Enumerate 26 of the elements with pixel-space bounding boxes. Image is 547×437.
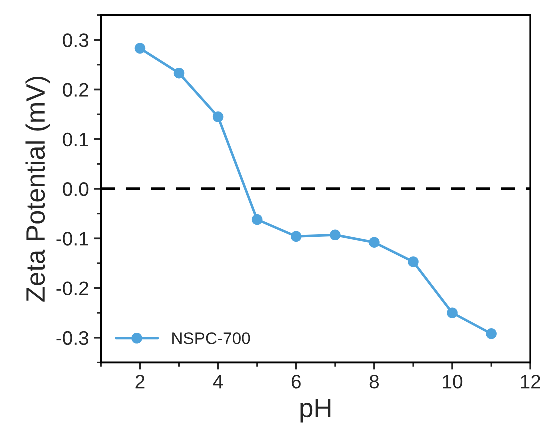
y-tick-label: -0.3 <box>56 331 89 346</box>
point <box>252 214 263 226</box>
x-tick-label: 6 <box>292 375 301 389</box>
point <box>369 237 380 248</box>
point <box>408 256 419 268</box>
x-tick-label: 2 <box>136 375 145 389</box>
x-tick-label: 8 <box>370 375 380 389</box>
point <box>134 43 146 54</box>
point <box>486 328 497 340</box>
point <box>212 112 224 122</box>
point <box>447 308 458 318</box>
x-tick-label: 10 <box>443 375 463 389</box>
y-tick-label: 0.0 <box>63 182 89 196</box>
y-tick-label: 0.3 <box>63 34 89 48</box>
y-tick-label: -0.2 <box>56 282 88 296</box>
x-tick-label: 12 <box>521 375 540 389</box>
legend-label: NSPC-700 <box>172 332 250 344</box>
point <box>290 231 302 242</box>
y-tick-label: 0.1 <box>63 132 88 147</box>
point <box>174 68 185 79</box>
x-axis-title: pH <box>300 399 331 423</box>
x-tick-label: 4 <box>213 375 224 389</box>
y-axis-title: Zeta Potential (mV) <box>26 76 50 302</box>
y-tick-label: -0.1 <box>56 232 88 246</box>
y-tick-label: 0.2 <box>63 83 88 97</box>
point <box>330 230 341 241</box>
